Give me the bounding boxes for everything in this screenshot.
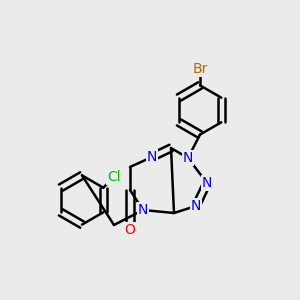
Text: N: N bbox=[191, 199, 201, 213]
Text: Br: Br bbox=[192, 62, 208, 76]
Text: N: N bbox=[183, 151, 193, 165]
Text: N: N bbox=[147, 150, 157, 164]
Text: N: N bbox=[202, 176, 212, 190]
Text: O: O bbox=[124, 223, 135, 237]
Text: Cl: Cl bbox=[107, 170, 121, 184]
Text: N: N bbox=[138, 203, 148, 217]
